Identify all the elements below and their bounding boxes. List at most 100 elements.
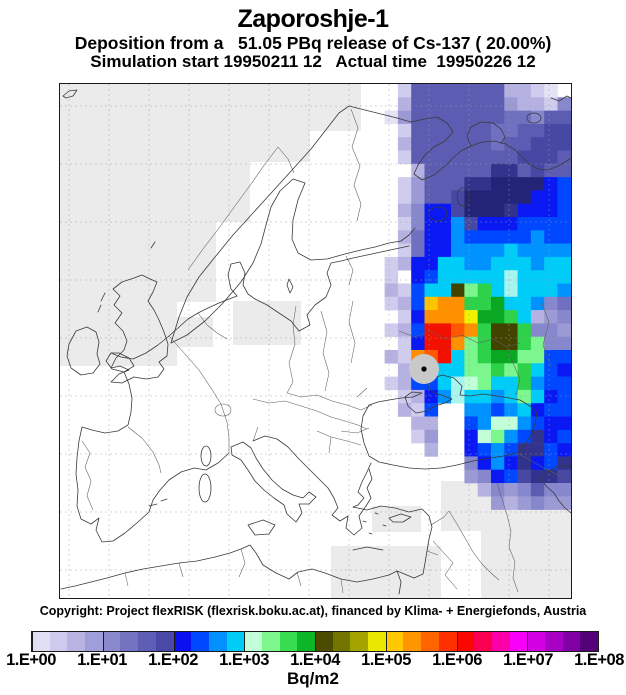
deposition-cell bbox=[451, 163, 465, 178]
deposition-cell bbox=[491, 496, 505, 510]
deposition-cell bbox=[397, 84, 412, 98]
deposition-cell bbox=[411, 323, 425, 337]
deposition-cell bbox=[477, 336, 492, 351]
legend-color-segment bbox=[421, 632, 439, 651]
deposition-cell bbox=[530, 456, 545, 470]
deposition-cell bbox=[491, 389, 505, 404]
coastline bbox=[362, 512, 387, 535]
deposition-cell bbox=[464, 443, 478, 457]
deposition-cell bbox=[530, 150, 545, 165]
deposition-cell bbox=[451, 110, 465, 125]
deposition-cell bbox=[491, 456, 505, 470]
legend-color-segment bbox=[120, 632, 139, 651]
legend-decade-separator bbox=[315, 632, 316, 651]
deposition-cell bbox=[437, 137, 452, 151]
deposition-cell bbox=[437, 190, 452, 204]
deposition-cell bbox=[451, 363, 465, 377]
deposition-cell bbox=[517, 177, 532, 191]
deposition-cell bbox=[397, 310, 412, 324]
country-border bbox=[496, 482, 519, 593]
deposition-cell bbox=[491, 110, 505, 125]
deposition-cell bbox=[517, 243, 532, 258]
coastline bbox=[170, 105, 398, 344]
deposition-cell bbox=[557, 97, 571, 111]
deposition-cell bbox=[397, 403, 412, 417]
deposition-cell bbox=[397, 97, 412, 111]
country-border bbox=[238, 548, 246, 578]
deposition-cell bbox=[464, 469, 478, 484]
deposition-cell bbox=[437, 389, 452, 404]
deposition-cell bbox=[411, 270, 425, 284]
copyright-text: Copyright: Project flexRISK (flexrisk.bo… bbox=[39, 604, 587, 618]
deposition-cell bbox=[437, 84, 452, 98]
legend-decade-separator bbox=[385, 632, 387, 651]
country-border bbox=[296, 571, 302, 587]
deposition-cell bbox=[530, 110, 545, 125]
legend-color-segment bbox=[102, 632, 121, 651]
deposition-cell bbox=[477, 256, 492, 271]
deposition-cell bbox=[530, 84, 545, 98]
deposition-cell bbox=[557, 456, 571, 470]
country-border bbox=[426, 550, 439, 556]
deposition-cell bbox=[557, 203, 571, 218]
country-border bbox=[540, 300, 552, 368]
deposition-cell bbox=[477, 416, 492, 431]
coastline bbox=[396, 116, 571, 181]
deposition-cell bbox=[411, 190, 425, 204]
deposition-cell bbox=[517, 190, 532, 204]
deposition-cell bbox=[464, 350, 478, 364]
deposition-cell bbox=[544, 283, 558, 298]
deposition-cell bbox=[530, 496, 545, 510]
deposition-cell bbox=[477, 350, 492, 364]
deposition-cell bbox=[464, 296, 478, 311]
deposition-cell bbox=[397, 190, 412, 204]
deposition-cell bbox=[451, 123, 465, 138]
legend-tick-label: 1.E+04 bbox=[290, 651, 340, 669]
deposition-cell bbox=[424, 310, 439, 324]
deposition-cell bbox=[544, 363, 558, 377]
deposition-cell bbox=[477, 443, 492, 457]
country-border bbox=[286, 305, 297, 394]
deposition-cell bbox=[464, 336, 478, 351]
trace-deposition-blob bbox=[60, 131, 310, 162]
deposition-cell bbox=[464, 177, 478, 191]
deposition-cell bbox=[464, 110, 478, 125]
legend-color-segment bbox=[244, 632, 262, 651]
country-border bbox=[168, 335, 230, 453]
deposition-cell bbox=[491, 177, 505, 191]
deposition-cell bbox=[544, 376, 558, 391]
deposition-cell bbox=[397, 230, 412, 244]
country-border bbox=[328, 436, 332, 454]
deposition-cell bbox=[397, 376, 412, 391]
deposition-cell bbox=[517, 310, 532, 324]
deposition-cell bbox=[437, 123, 452, 138]
deposition-cell bbox=[517, 443, 532, 457]
deposition-cell bbox=[464, 270, 478, 284]
deposition-cell bbox=[411, 429, 425, 444]
deposition-cell bbox=[384, 296, 399, 311]
deposition-cell bbox=[424, 163, 439, 178]
coastline bbox=[200, 445, 212, 467]
deposition-cell bbox=[477, 323, 492, 337]
deposition-cell bbox=[411, 256, 425, 271]
country-border bbox=[430, 510, 450, 526]
deposition-cell bbox=[557, 230, 571, 244]
deposition-cell bbox=[424, 416, 439, 431]
country-border bbox=[340, 578, 344, 594]
deposition-cell bbox=[504, 243, 518, 258]
deposition-cell bbox=[477, 190, 492, 204]
coastline bbox=[360, 374, 538, 470]
deposition-cell bbox=[517, 496, 532, 510]
deposition-cell bbox=[477, 283, 492, 298]
deposition-cell bbox=[451, 376, 465, 391]
deposition-cell bbox=[451, 190, 465, 204]
deposition-cell bbox=[517, 97, 532, 111]
deposition-cell bbox=[477, 110, 492, 125]
deposition-cell bbox=[384, 283, 399, 298]
deposition-cell bbox=[477, 483, 492, 497]
deposition-cell bbox=[491, 429, 505, 444]
deposition-cell bbox=[437, 110, 452, 125]
deposition-cell bbox=[451, 177, 465, 191]
deposition-cell bbox=[504, 137, 518, 151]
coastline bbox=[466, 121, 506, 147]
